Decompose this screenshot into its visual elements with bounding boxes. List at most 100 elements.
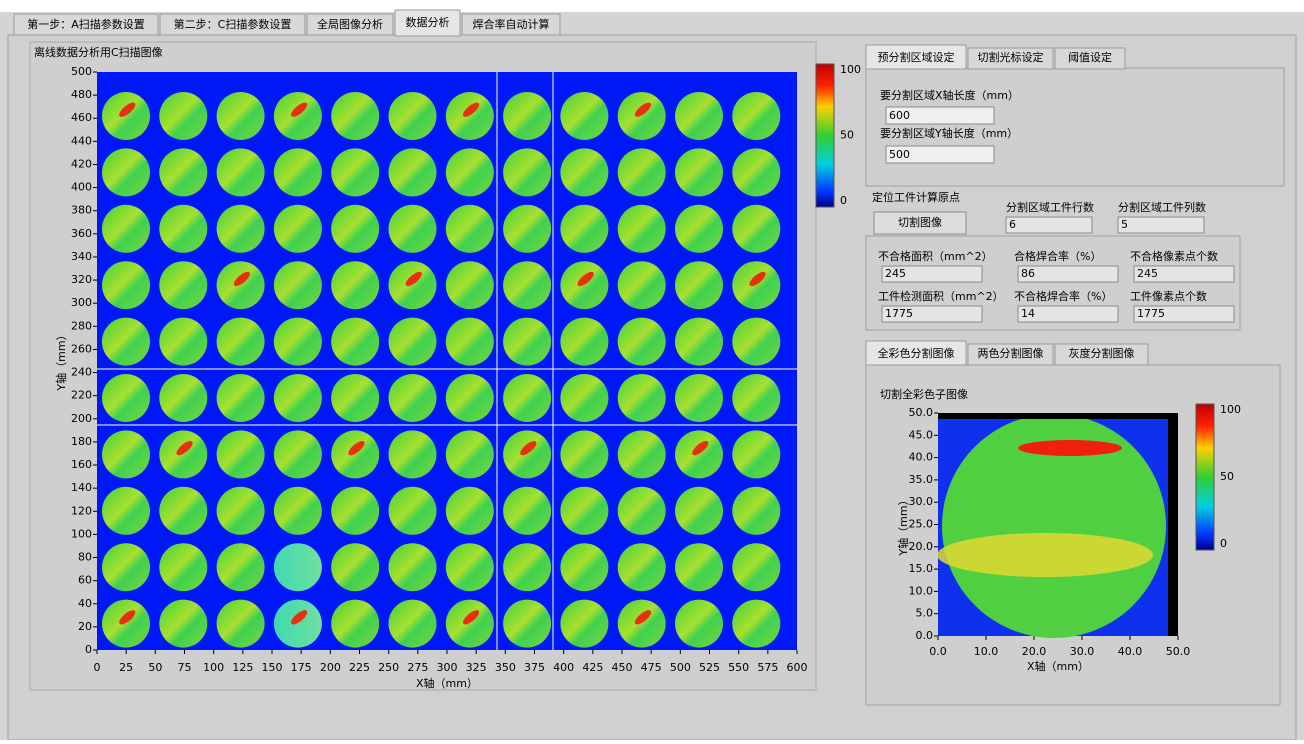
indicator (1133, 265, 1235, 283)
y-tick-label: 40.0 (909, 451, 934, 464)
sample-disc (331, 92, 380, 140)
defect (176, 441, 193, 456)
x-tick-label: 50.0 (1166, 645, 1191, 658)
settings-tab[interactable] (967, 47, 1054, 70)
sample-disc (216, 599, 265, 648)
sample-disc (503, 317, 552, 366)
settings-tab[interactable] (1054, 47, 1126, 70)
x-tick-label: 0 (94, 661, 101, 674)
sample-disc (732, 92, 781, 140)
y-tick-label: 60 (78, 574, 92, 587)
sample-disc (388, 543, 437, 592)
stat-label: 不合格焊合率（%） (1014, 289, 1112, 303)
image-tab[interactable] (865, 340, 967, 366)
settings-tab-label: 切割光标设定 (978, 50, 1044, 64)
indicator (1133, 305, 1235, 323)
sample-disc (445, 430, 494, 479)
sample-disc (216, 261, 265, 310)
sample-disc (560, 317, 609, 366)
defect (233, 271, 250, 287)
field-label: 分割区域工件列数 (1118, 200, 1206, 214)
numeric-field[interactable] (885, 145, 995, 164)
button[interactable] (873, 211, 967, 235)
x-tick-label: 200 (320, 661, 341, 674)
defect (577, 271, 594, 287)
y-tick-label: 460 (71, 111, 92, 124)
sample-disc (560, 204, 609, 253)
sample-disc (445, 374, 494, 422)
tab-label: 数据分析 (406, 15, 450, 29)
x-tick-label: 175 (291, 661, 312, 674)
sample-disc (159, 486, 208, 535)
x-tick-label: 350 (495, 661, 516, 674)
sample-disc (331, 261, 380, 310)
sample-disc (102, 430, 150, 479)
y-tick-label: 20 (78, 620, 92, 633)
sample-disc (273, 148, 322, 197)
button-label: 切割图像 (898, 215, 942, 229)
sample-disc (617, 374, 666, 422)
sample-disc (560, 430, 609, 479)
colorbar-label: 0 (1220, 537, 1227, 550)
x-axis-label: X轴（mm） (1027, 659, 1089, 673)
sample-disc (617, 486, 666, 535)
sample-disc (102, 374, 150, 422)
tab[interactable] (394, 9, 461, 37)
sample-disc (273, 430, 322, 479)
sample-disc (331, 430, 380, 479)
sample-disc (617, 317, 666, 366)
tab[interactable] (461, 13, 561, 36)
sample-disc (503, 599, 552, 648)
sample-disc (331, 204, 380, 253)
defect (634, 102, 652, 117)
defect (348, 441, 365, 456)
tab[interactable] (306, 13, 394, 36)
tab[interactable] (159, 13, 306, 36)
sample-disc (273, 204, 322, 253)
field-value: 6 (1009, 218, 1016, 231)
y-tick-label: 80 (78, 551, 92, 564)
x-tick-label: 150 (262, 661, 283, 674)
sample-disc (732, 599, 781, 648)
numeric-field[interactable] (885, 106, 995, 125)
y-tick-label: 260 (71, 342, 92, 355)
y-tick-label: 500 (71, 65, 92, 78)
y-tick-label: 320 (71, 273, 92, 286)
sample-disc (102, 317, 150, 366)
x-tick-label: 550 (728, 661, 749, 674)
stat-value: 1775 (885, 307, 913, 320)
sample-disc (388, 261, 437, 310)
sample-disc (732, 148, 781, 197)
colorbar-label: 0 (840, 194, 847, 207)
sub-hot (1018, 440, 1122, 456)
defect (462, 610, 480, 625)
sample-disc (560, 543, 609, 592)
settings-tab[interactable] (865, 44, 967, 70)
colorbar-label: 50 (1220, 470, 1234, 483)
sample-disc (216, 148, 265, 197)
y-tick-label: 380 (71, 204, 92, 217)
tab[interactable] (13, 13, 159, 36)
x-tick-label: 375 (524, 661, 545, 674)
sample-disc (675, 148, 723, 197)
sample-disc (617, 430, 666, 479)
sample-disc (102, 261, 150, 310)
x-tick-label: 25 (119, 661, 133, 674)
sample-disc (732, 317, 781, 366)
sample-disc (675, 92, 723, 140)
y-axis-label: Y轴（mm） (896, 494, 910, 556)
indicator (1017, 265, 1119, 283)
sub-edge-top (938, 413, 1178, 419)
y-tick-label: 25.0 (909, 518, 934, 531)
sample-disc (159, 374, 208, 422)
sample-disc (732, 430, 781, 479)
top-strip (0, 0, 1304, 12)
plot-title: 切割全彩色子图像 (880, 387, 968, 401)
y-tick-label: 180 (71, 435, 92, 448)
image-tab[interactable] (967, 343, 1054, 366)
x-tick-label: 0.0 (929, 645, 947, 658)
x-tick-label: 300 (437, 661, 458, 674)
image-tab[interactable] (1054, 343, 1149, 366)
defect (634, 610, 652, 625)
sample-disc (331, 486, 380, 535)
